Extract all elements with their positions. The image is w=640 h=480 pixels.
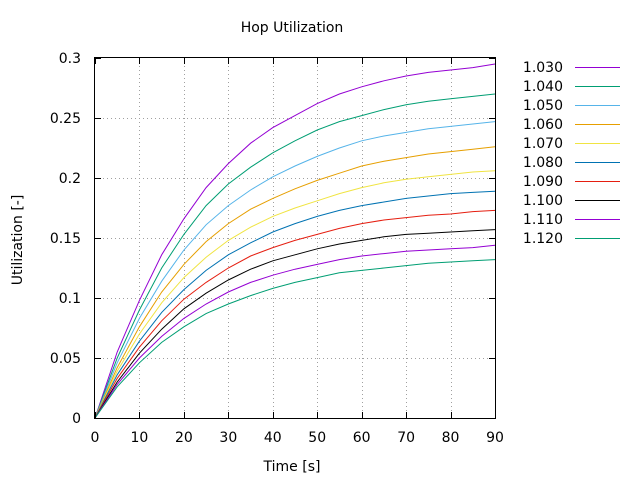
plot-frame [94, 57, 496, 419]
x-axis-label: Time [s] [263, 459, 321, 475]
legend-label: 1.050 [523, 98, 563, 114]
x-tick-label: 70 [397, 430, 415, 446]
legend-label: 1.040 [523, 79, 563, 95]
x-tick-label: 80 [442, 430, 460, 446]
series-line-1-110 [94, 244, 496, 419]
series-line-1-120 [94, 259, 496, 419]
series-line-1-030 [94, 63, 496, 419]
axis-ticks: 0 10 20 30 40 50 60 70 80 90 0 0.05 0.1 0.15 0.2 0.25 0.… [50, 51, 504, 446]
x-tick-label: 0 [91, 430, 100, 446]
legend-label: 1.070 [523, 136, 563, 152]
x-tick-label: 40 [264, 430, 282, 446]
y-tick-label: 0.3 [59, 51, 81, 67]
series-lines [94, 63, 496, 419]
legend-label: 1.090 [523, 174, 563, 190]
legend-label: 1.100 [523, 193, 563, 209]
x-tick-label: 90 [486, 430, 504, 446]
x-tick-label: 10 [131, 430, 149, 446]
series-line-1-040 [94, 93, 496, 419]
y-tick-label: 0.15 [50, 231, 81, 247]
x-tick-label: 30 [219, 430, 237, 446]
series-line-1-050 [94, 121, 496, 419]
legend-label: 1.120 [523, 231, 563, 247]
legend-label: 1.110 [523, 212, 563, 228]
series-line-1-090 [94, 209, 496, 419]
series-line-1-080 [94, 190, 496, 419]
y-axis-label: Utilization [-] [10, 195, 26, 286]
y-tick-label: 0 [72, 411, 81, 427]
y-tick-label: 0.25 [50, 111, 81, 127]
y-tick-label: 0.1 [59, 291, 81, 307]
series-line-1-070 [94, 170, 496, 419]
legend: 1.030 1.040 1.050 1.060 1.070 1.080 1.090 1.100… [523, 60, 620, 247]
x-tick-label: 50 [308, 430, 326, 446]
chart-title: Hop Utilization [241, 20, 344, 36]
y-tick-label: 0.05 [50, 351, 81, 367]
grid [95, 58, 495, 418]
legend-label: 1.080 [523, 155, 563, 171]
x-tick-label: 60 [353, 430, 371, 446]
series-line-1-100 [94, 229, 496, 419]
legend-label: 1.060 [523, 117, 563, 133]
legend-label: 1.030 [523, 60, 563, 76]
x-tick-label: 20 [175, 430, 193, 446]
y-tick-label: 0.2 [59, 171, 81, 187]
series-line-1-060 [94, 146, 496, 419]
